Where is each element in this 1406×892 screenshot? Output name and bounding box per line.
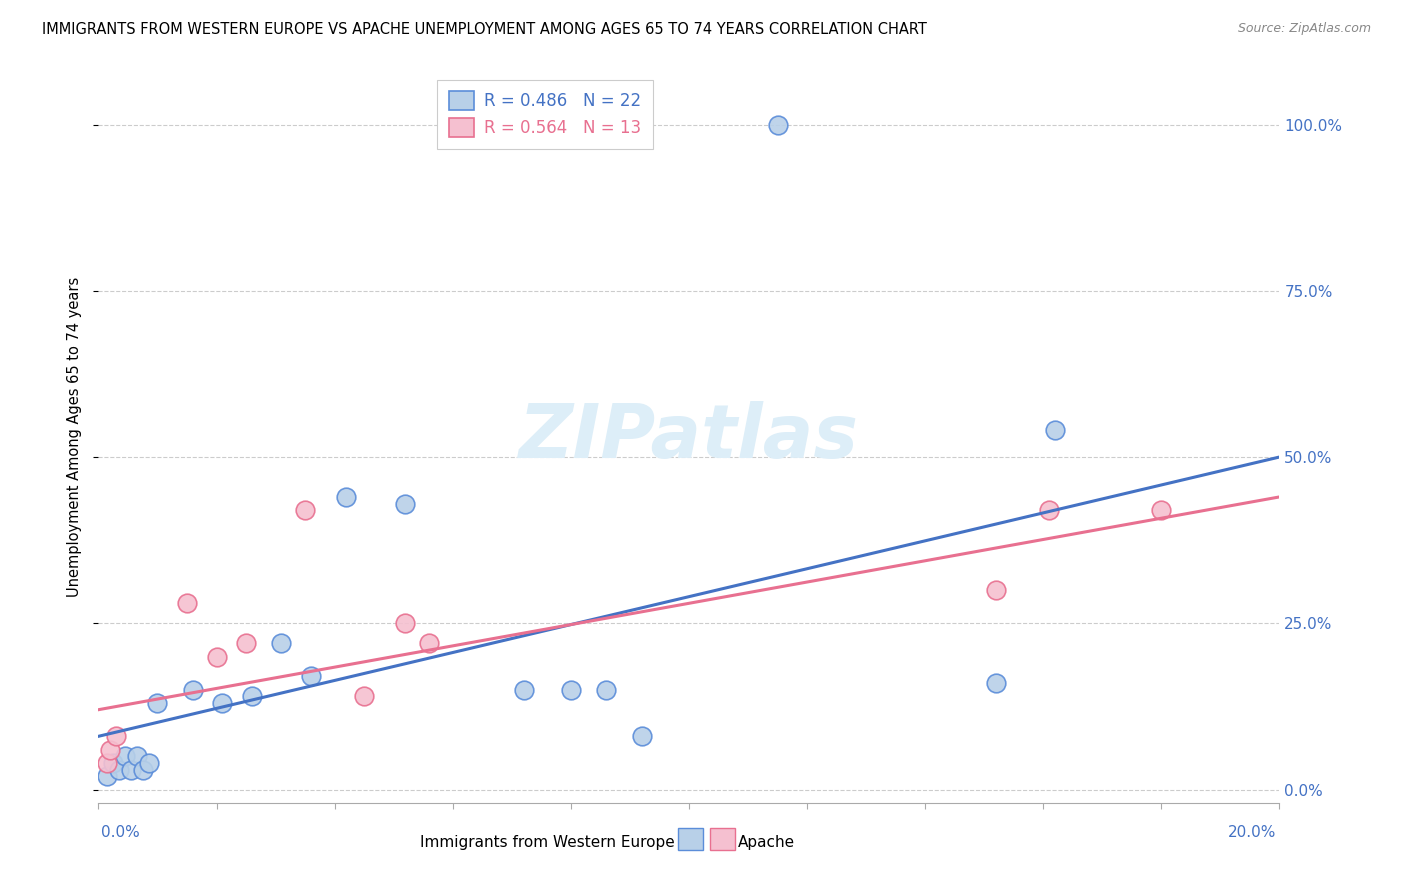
Point bbox=[560, 682, 582, 697]
Point bbox=[240, 690, 263, 704]
Point bbox=[270, 636, 292, 650]
Point bbox=[1043, 424, 1066, 438]
Text: Immigrants from Western Europe: Immigrants from Western Europe bbox=[420, 836, 675, 850]
Point bbox=[1038, 503, 1060, 517]
Point bbox=[120, 763, 142, 777]
Point bbox=[512, 682, 534, 697]
Text: Apache: Apache bbox=[738, 836, 796, 850]
Point bbox=[103, 756, 125, 770]
Point bbox=[138, 756, 160, 770]
Point bbox=[211, 696, 233, 710]
Point bbox=[766, 118, 789, 132]
Text: Source: ZipAtlas.com: Source: ZipAtlas.com bbox=[1237, 22, 1371, 36]
Point bbox=[132, 763, 155, 777]
Y-axis label: Unemployment Among Ages 65 to 74 years: Unemployment Among Ages 65 to 74 years bbox=[67, 277, 83, 598]
Text: 20.0%: 20.0% bbox=[1229, 825, 1277, 840]
Point bbox=[96, 769, 118, 783]
Point bbox=[1150, 503, 1173, 517]
Point bbox=[105, 729, 128, 743]
Point bbox=[114, 749, 136, 764]
Point bbox=[125, 749, 148, 764]
FancyBboxPatch shape bbox=[710, 828, 735, 850]
Point bbox=[394, 616, 416, 631]
Point bbox=[96, 756, 118, 770]
Point bbox=[98, 742, 121, 756]
Point bbox=[176, 596, 198, 610]
Point bbox=[299, 669, 322, 683]
Point bbox=[595, 682, 617, 697]
Text: IMMIGRANTS FROM WESTERN EUROPE VS APACHE UNEMPLOYMENT AMONG AGES 65 TO 74 YEARS : IMMIGRANTS FROM WESTERN EUROPE VS APACHE… bbox=[42, 22, 927, 37]
Point bbox=[984, 676, 1007, 690]
Text: ZIPatlas: ZIPatlas bbox=[519, 401, 859, 474]
FancyBboxPatch shape bbox=[678, 828, 703, 850]
Point bbox=[418, 636, 440, 650]
Point bbox=[205, 649, 228, 664]
Point bbox=[146, 696, 169, 710]
Point bbox=[108, 763, 131, 777]
Point bbox=[294, 503, 316, 517]
Text: 0.0%: 0.0% bbox=[101, 825, 141, 840]
Point bbox=[394, 497, 416, 511]
Point bbox=[335, 490, 357, 504]
Legend: R = 0.486   N = 22, R = 0.564   N = 13: R = 0.486 N = 22, R = 0.564 N = 13 bbox=[437, 79, 652, 149]
Point bbox=[181, 682, 204, 697]
Point bbox=[630, 729, 652, 743]
Point bbox=[984, 582, 1007, 597]
Point bbox=[353, 690, 375, 704]
Point bbox=[235, 636, 257, 650]
